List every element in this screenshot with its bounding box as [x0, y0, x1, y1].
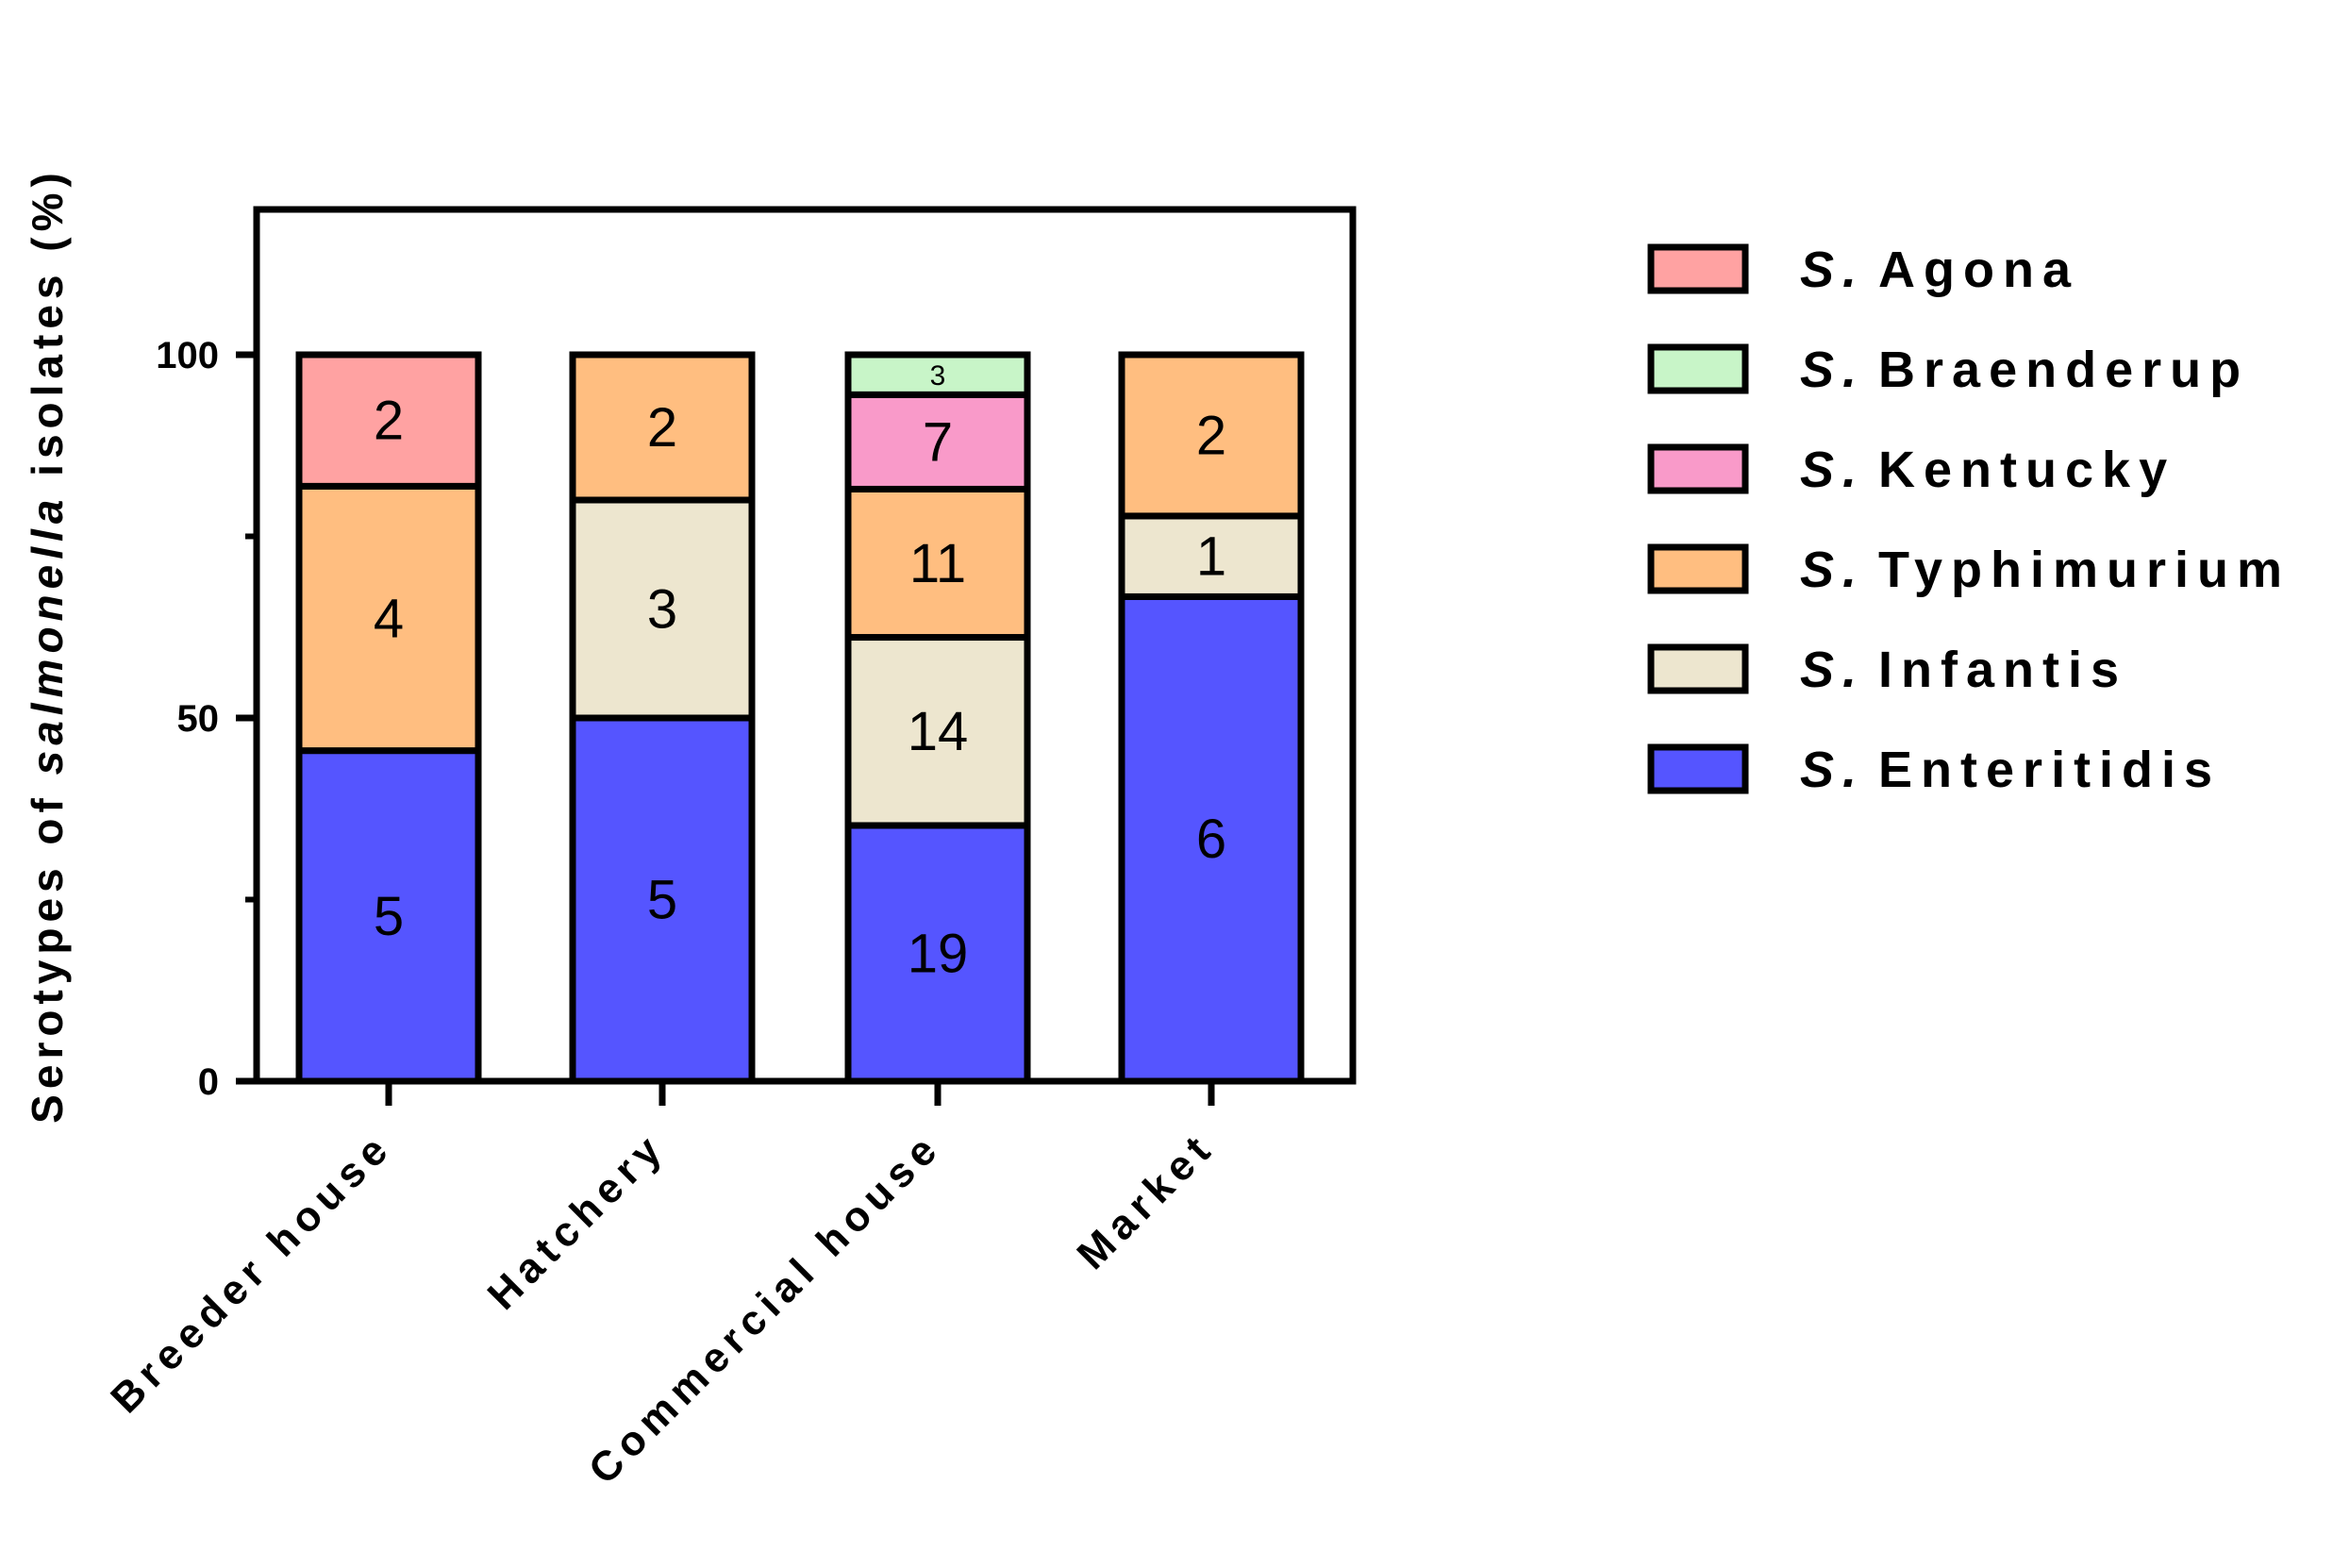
- y-axis-title-part: isolates (%): [23, 167, 72, 493]
- data-label: 6: [1196, 809, 1226, 870]
- data-label: 7: [923, 411, 953, 473]
- legend-label: S. Infantis: [1800, 642, 2127, 698]
- legend-swatch: [1647, 543, 1749, 594]
- bar-segment: [844, 351, 1031, 398]
- legend-swatch: [1647, 443, 1749, 494]
- legend-label-prefix: S.: [1800, 742, 1865, 798]
- legend-swatch: [1647, 643, 1749, 694]
- data-label: 4: [374, 589, 404, 650]
- legend-label-name: Braenderup: [1878, 342, 2249, 398]
- legend-label: S. Enteritidis: [1800, 742, 2221, 798]
- plot-frame: [253, 206, 1357, 1085]
- legend-label-prefix: S.: [1800, 342, 1865, 398]
- legend-label-name: Typhimurium: [1878, 542, 2291, 598]
- data-label: 2: [374, 391, 404, 452]
- bar-segment: [569, 496, 756, 722]
- y-tick-label: 0: [198, 1061, 219, 1103]
- bar-segment: [844, 822, 1031, 1085]
- data-label: 2: [1196, 405, 1226, 466]
- legend-label: S. Typhimurium: [1800, 542, 2291, 598]
- x-category-label: Market: [1068, 1123, 1224, 1278]
- y-tick-label: 100: [156, 335, 219, 376]
- data-label: 5: [374, 886, 404, 947]
- legend-swatch: [1647, 743, 1749, 794]
- bar-segment: [844, 634, 1031, 829]
- y-axis-title-part: salmonella: [23, 494, 72, 776]
- bar-segment: [569, 351, 756, 504]
- y-axis-title-part: Serotypes of: [23, 775, 72, 1123]
- y-tick-label: 50: [177, 698, 220, 740]
- legend-label: S. Kentucky: [1800, 442, 2175, 498]
- legend-swatch: [1647, 343, 1749, 394]
- legend-label: S. Braenderup: [1800, 342, 2249, 398]
- data-label: 3: [647, 579, 677, 641]
- x-category-label: Breeder house: [102, 1123, 401, 1422]
- legend-label-prefix: S.: [1800, 642, 1865, 698]
- legend-label-prefix: S.: [1800, 442, 1865, 498]
- legend-label-name: Enteritidis: [1878, 742, 2221, 798]
- y-axis-title: Serotypes of salmonella isolates (%): [23, 167, 72, 1124]
- bar-segment: [844, 391, 1031, 492]
- data-label: 3: [930, 360, 946, 392]
- legend-swatch: [1647, 243, 1749, 294]
- data-label: 2: [647, 397, 677, 459]
- legend-label-name: Infantis: [1878, 642, 2127, 698]
- bar-segment: [295, 351, 482, 490]
- legend-label-prefix: S.: [1800, 242, 1865, 298]
- x-category-label: Hatchery: [479, 1123, 675, 1318]
- bar-segment: [1118, 351, 1305, 520]
- legend-label-prefix: S.: [1800, 542, 1865, 598]
- legend-label: S. Agona: [1800, 242, 2079, 298]
- plot-area: 0 50 100 Serotypes of salmonella isolates (…: [23, 167, 1357, 1493]
- bar-segment: [295, 482, 482, 755]
- legend-label-name: Agona: [1878, 242, 2079, 298]
- data-label: 5: [647, 870, 677, 931]
- data-label: 1: [1196, 526, 1226, 588]
- data-label: 14: [908, 701, 969, 762]
- legend-label-name: Kentucky: [1878, 442, 2175, 498]
- data-label: 19: [908, 923, 969, 984]
- data-label: 11: [909, 533, 966, 594]
